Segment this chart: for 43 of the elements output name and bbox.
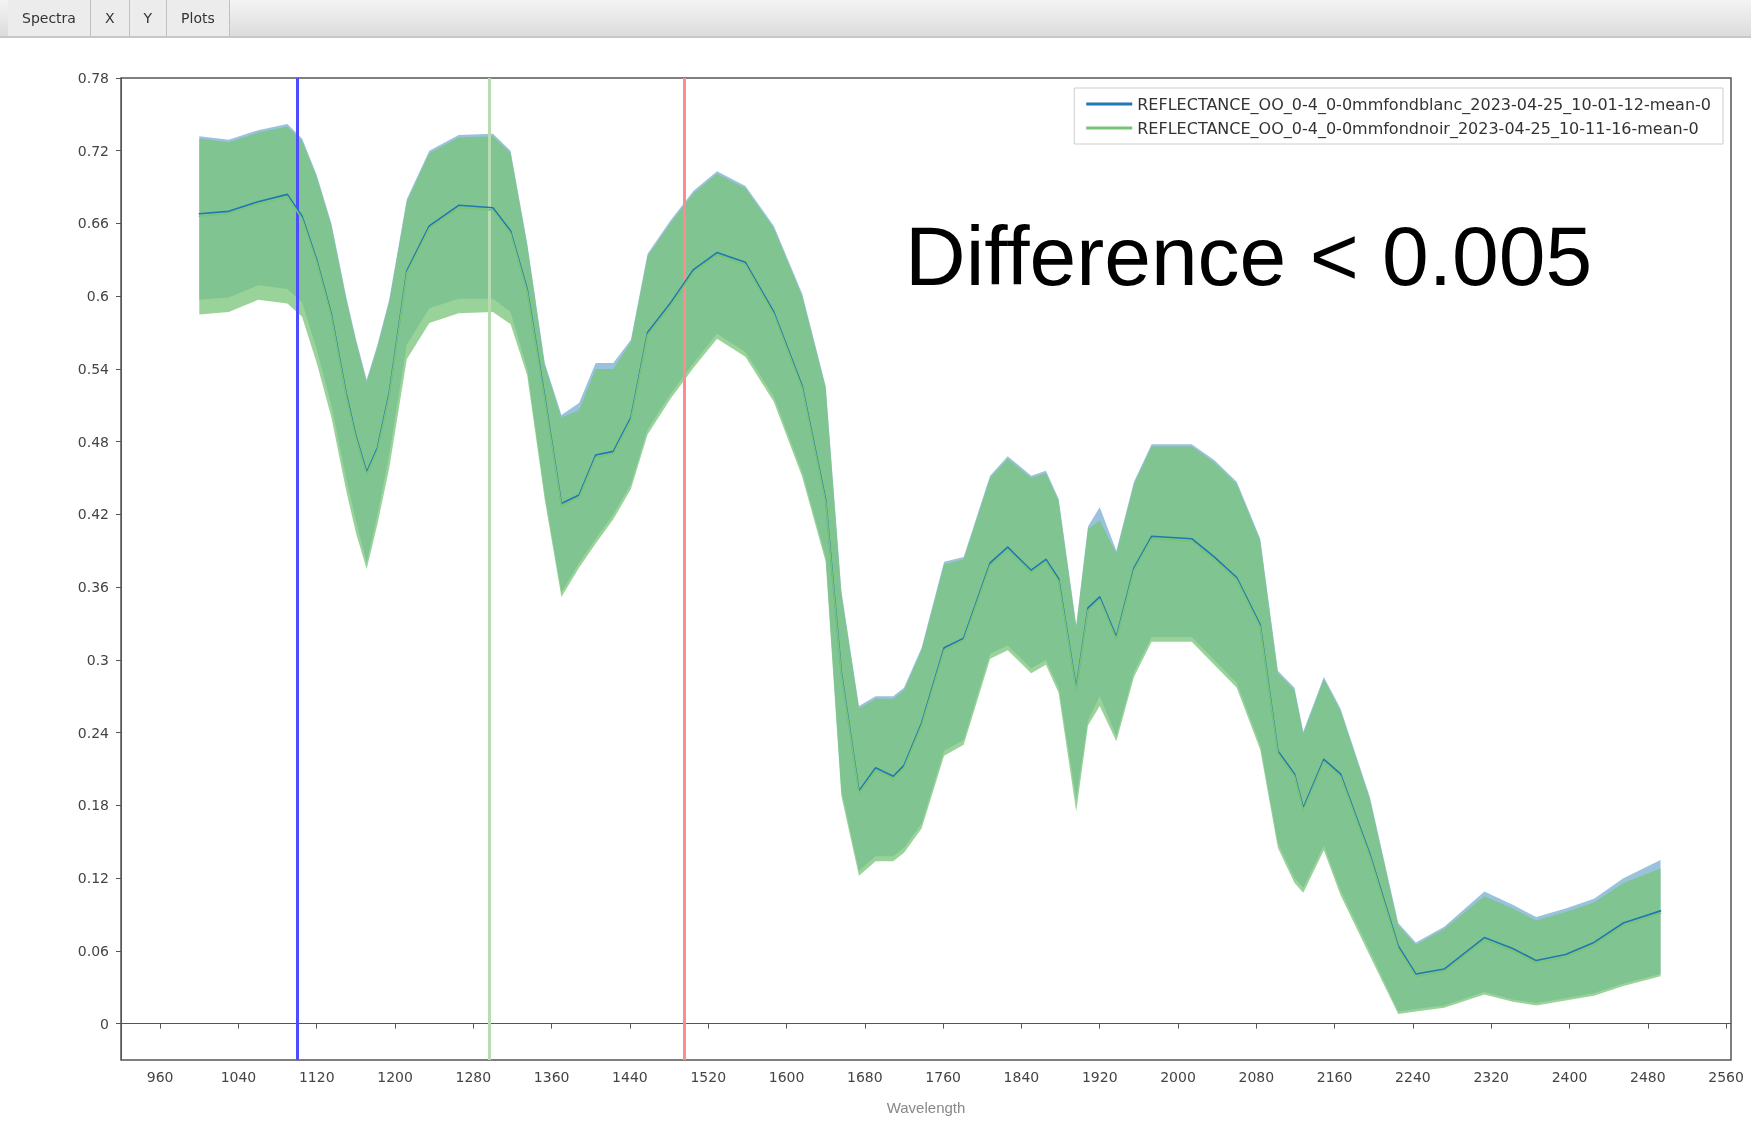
x-tick-label: 2480 bbox=[1629, 1069, 1666, 1085]
x-tick-label: 1760 bbox=[925, 1069, 961, 1085]
legend-label: REFLECTANCE_OO_0-4_0-0mmfondnoir_2023-04-25_10-11-16-mean-0 bbox=[1137, 118, 1699, 139]
text: X bbox=[90, 0, 130, 36]
y-tick-label: 0.54 bbox=[77, 360, 110, 377]
y-tick-label: 0.12 bbox=[77, 870, 109, 887]
x-tick-label: 1520 bbox=[690, 1069, 727, 1085]
y-tick-label: 0.66 bbox=[77, 215, 110, 232]
x-tick-label: 2000 bbox=[1160, 1069, 1196, 1085]
y-tick-label: 0.06 bbox=[77, 942, 110, 959]
y-tick-label: 0.36 bbox=[77, 579, 110, 596]
y-tick-label: 0.24 bbox=[77, 724, 110, 741]
x-tick-label: 2320 bbox=[1473, 1069, 1510, 1085]
x-tick-label: 1120 bbox=[298, 1069, 335, 1085]
x-tick-label: 2400 bbox=[1551, 1069, 1588, 1085]
x-axis-title: Wavelength bbox=[886, 1099, 966, 1116]
x-tick-label: 1440 bbox=[612, 1069, 648, 1085]
y-tick-label: 0.42 bbox=[77, 506, 109, 523]
x-tick-label: 960 bbox=[146, 1069, 174, 1085]
text: Spectra bbox=[8, 0, 91, 36]
x-tick-label: 1680 bbox=[847, 1069, 883, 1085]
x-tick-label: 1600 bbox=[768, 1069, 805, 1085]
x-tick-label: 2160 bbox=[1316, 1069, 1353, 1085]
y-tick-label: 0.6 bbox=[86, 288, 110, 305]
x-tick-label: 1200 bbox=[377, 1069, 413, 1085]
x-tick-label: 1280 bbox=[455, 1069, 492, 1085]
y-tick-label: 0.78 bbox=[77, 70, 109, 86]
y-tick-label: 0.3 bbox=[86, 651, 109, 668]
x-tick-label: 1840 bbox=[1003, 1069, 1040, 1085]
x-tick-label: 1360 bbox=[533, 1069, 570, 1085]
y-tick-label: 0.72 bbox=[77, 142, 109, 159]
y-tick-label: 0.48 bbox=[77, 433, 109, 450]
text: Plots bbox=[167, 0, 230, 36]
x-tick-label: 2080 bbox=[1238, 1069, 1275, 1085]
x-tick-label: 2560 bbox=[1708, 1069, 1744, 1085]
x-tick-label: 1040 bbox=[220, 1069, 257, 1085]
x-tick-label: 2240 bbox=[1395, 1069, 1431, 1085]
y-tick-label: 0.18 bbox=[77, 797, 109, 814]
legend-label: REFLECTANCE_OO_0-4_0-0mmfondblanc_2023-04-25_10-01-12-mean-0 bbox=[1137, 94, 1711, 115]
x-tick-label: 1920 bbox=[1081, 1069, 1118, 1085]
y-tick-label: 0 bbox=[100, 1015, 109, 1032]
text: Y bbox=[129, 0, 168, 36]
annotation: Difference < 0.005 bbox=[905, 208, 1593, 305]
